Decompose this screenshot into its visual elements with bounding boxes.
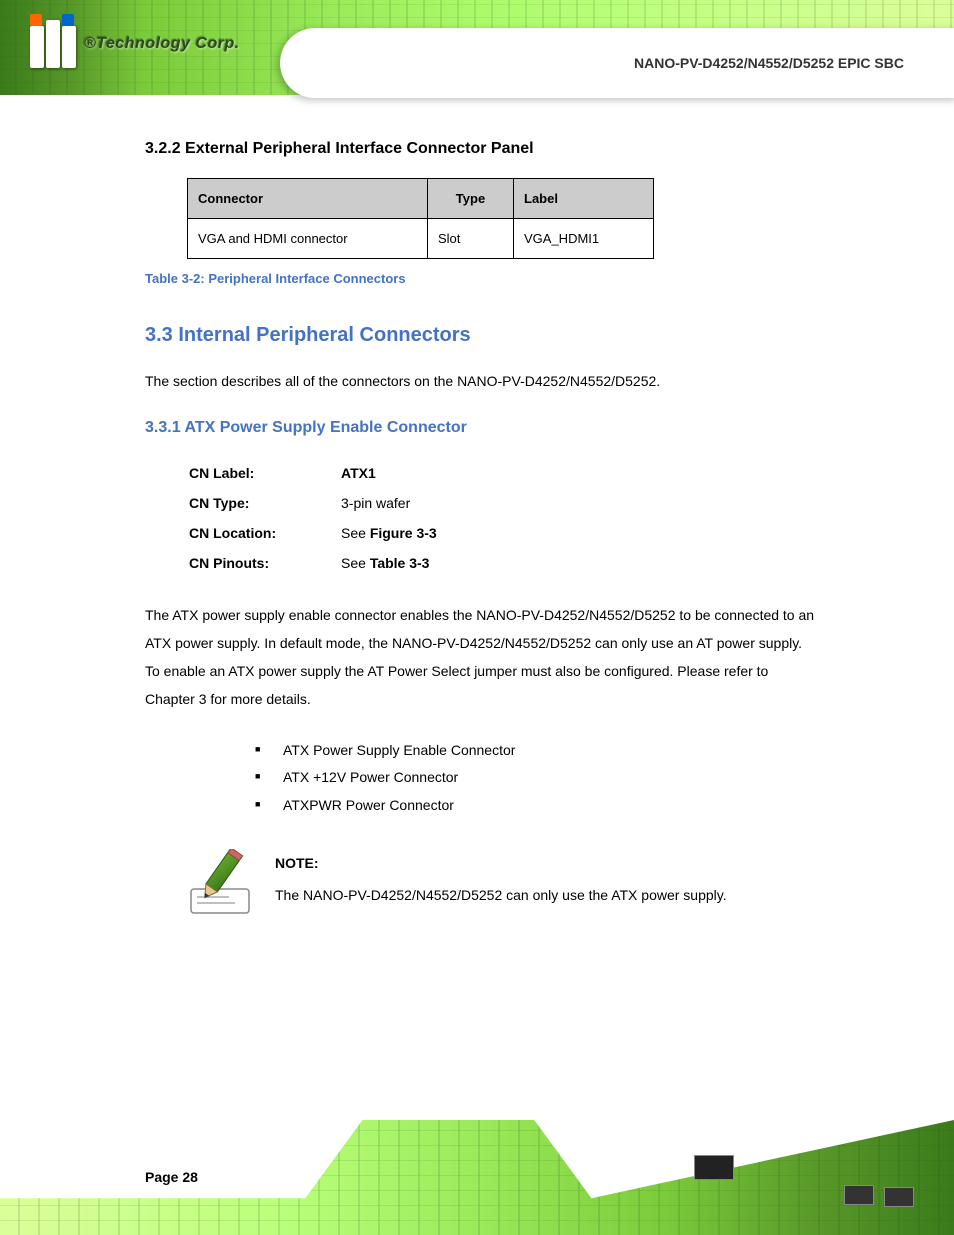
spec-val: See Figure 3-3 [341,519,437,547]
spec-val: See Table 3-3 [341,549,437,577]
atx-spec-table: CN Label:ATX1 CN Type:3-pin wafer CN Loc… [187,457,439,579]
spec-row: CN Label:ATX1 [189,459,437,487]
table-caption: Table 3-2: Peripheral Interface Connecto… [145,271,815,286]
table-cell: VGA and HDMI connector [188,219,428,259]
spec-key: CN Pinouts: [189,549,339,577]
section-body: The section describes all of the connect… [145,367,815,395]
spec-row: CN Type:3-pin wafer [189,489,437,517]
peripheral-connectors-table: Connector Type Label VGA and HDMI connec… [187,178,654,259]
table-cell: Slot [428,219,514,259]
note-text: NOTE: The NANO-PV-D4252/N4552/D5252 can … [275,849,727,909]
table-cell: VGA_HDMI1 [514,219,654,259]
list-item: ATXPWR Power Connector [255,792,815,819]
section-heading-33: 3.3 Internal Peripheral Connectors [145,324,815,347]
pcb-chip-deco [884,1187,914,1207]
pcb-chip-deco [694,1155,734,1180]
footer-banner: Page 28 [0,1105,954,1235]
logo-block: ®Technology Corp. [30,20,240,68]
note-body: The NANO-PV-D4252/N4552/D5252 can only u… [275,887,727,903]
note-block: NOTE: The NANO-PV-D4252/N4552/D5252 can … [185,849,815,919]
table-header-connector: Connector [188,179,428,219]
iei-logo-icon [30,20,76,68]
table-header-label: Label [514,179,654,219]
document-title: NANO-PV-D4252/N4552/D5252 EPIC SBC [634,55,904,71]
spec-row: CN Location:See Figure 3-3 [189,519,437,547]
logo-text: ®Technology Corp. [84,35,240,53]
list-item: ATX Power Supply Enable Connector [255,737,815,764]
note-pencil-icon [185,849,255,919]
page-content: 3.2.2 External Peripheral Interface Conn… [145,140,815,919]
spec-val: ATX1 [341,459,437,487]
list-item: ATX +12V Power Connector [255,764,815,791]
table-row: VGA and HDMI connector Slot VGA_HDMI1 [188,219,654,259]
connector-bullet-list: ATX Power Supply Enable Connector ATX +1… [255,737,815,819]
pcb-traces-bottom [0,1120,954,1235]
page-number: Page 28 [145,1169,198,1185]
spec-key: CN Location: [189,519,339,547]
header-banner: ®Technology Corp. NANO-PV-D4252/N4552/D5… [0,0,954,120]
note-label: NOTE: [275,849,727,877]
pcb-chip-deco [844,1185,874,1205]
spec-key: CN Label: [189,459,339,487]
section-heading-322: 3.2.2 External Peripheral Interface Conn… [145,140,815,158]
table-header-type: Type [428,179,514,219]
spec-val: 3-pin wafer [341,489,437,517]
spec-key: CN Type: [189,489,339,517]
subsection-heading-331: 3.3.1 ATX Power Supply Enable Connector [145,419,815,437]
spec-row: CN Pinouts:See Table 3-3 [189,549,437,577]
atx-body-text: The ATX power supply enable connector en… [145,601,815,713]
